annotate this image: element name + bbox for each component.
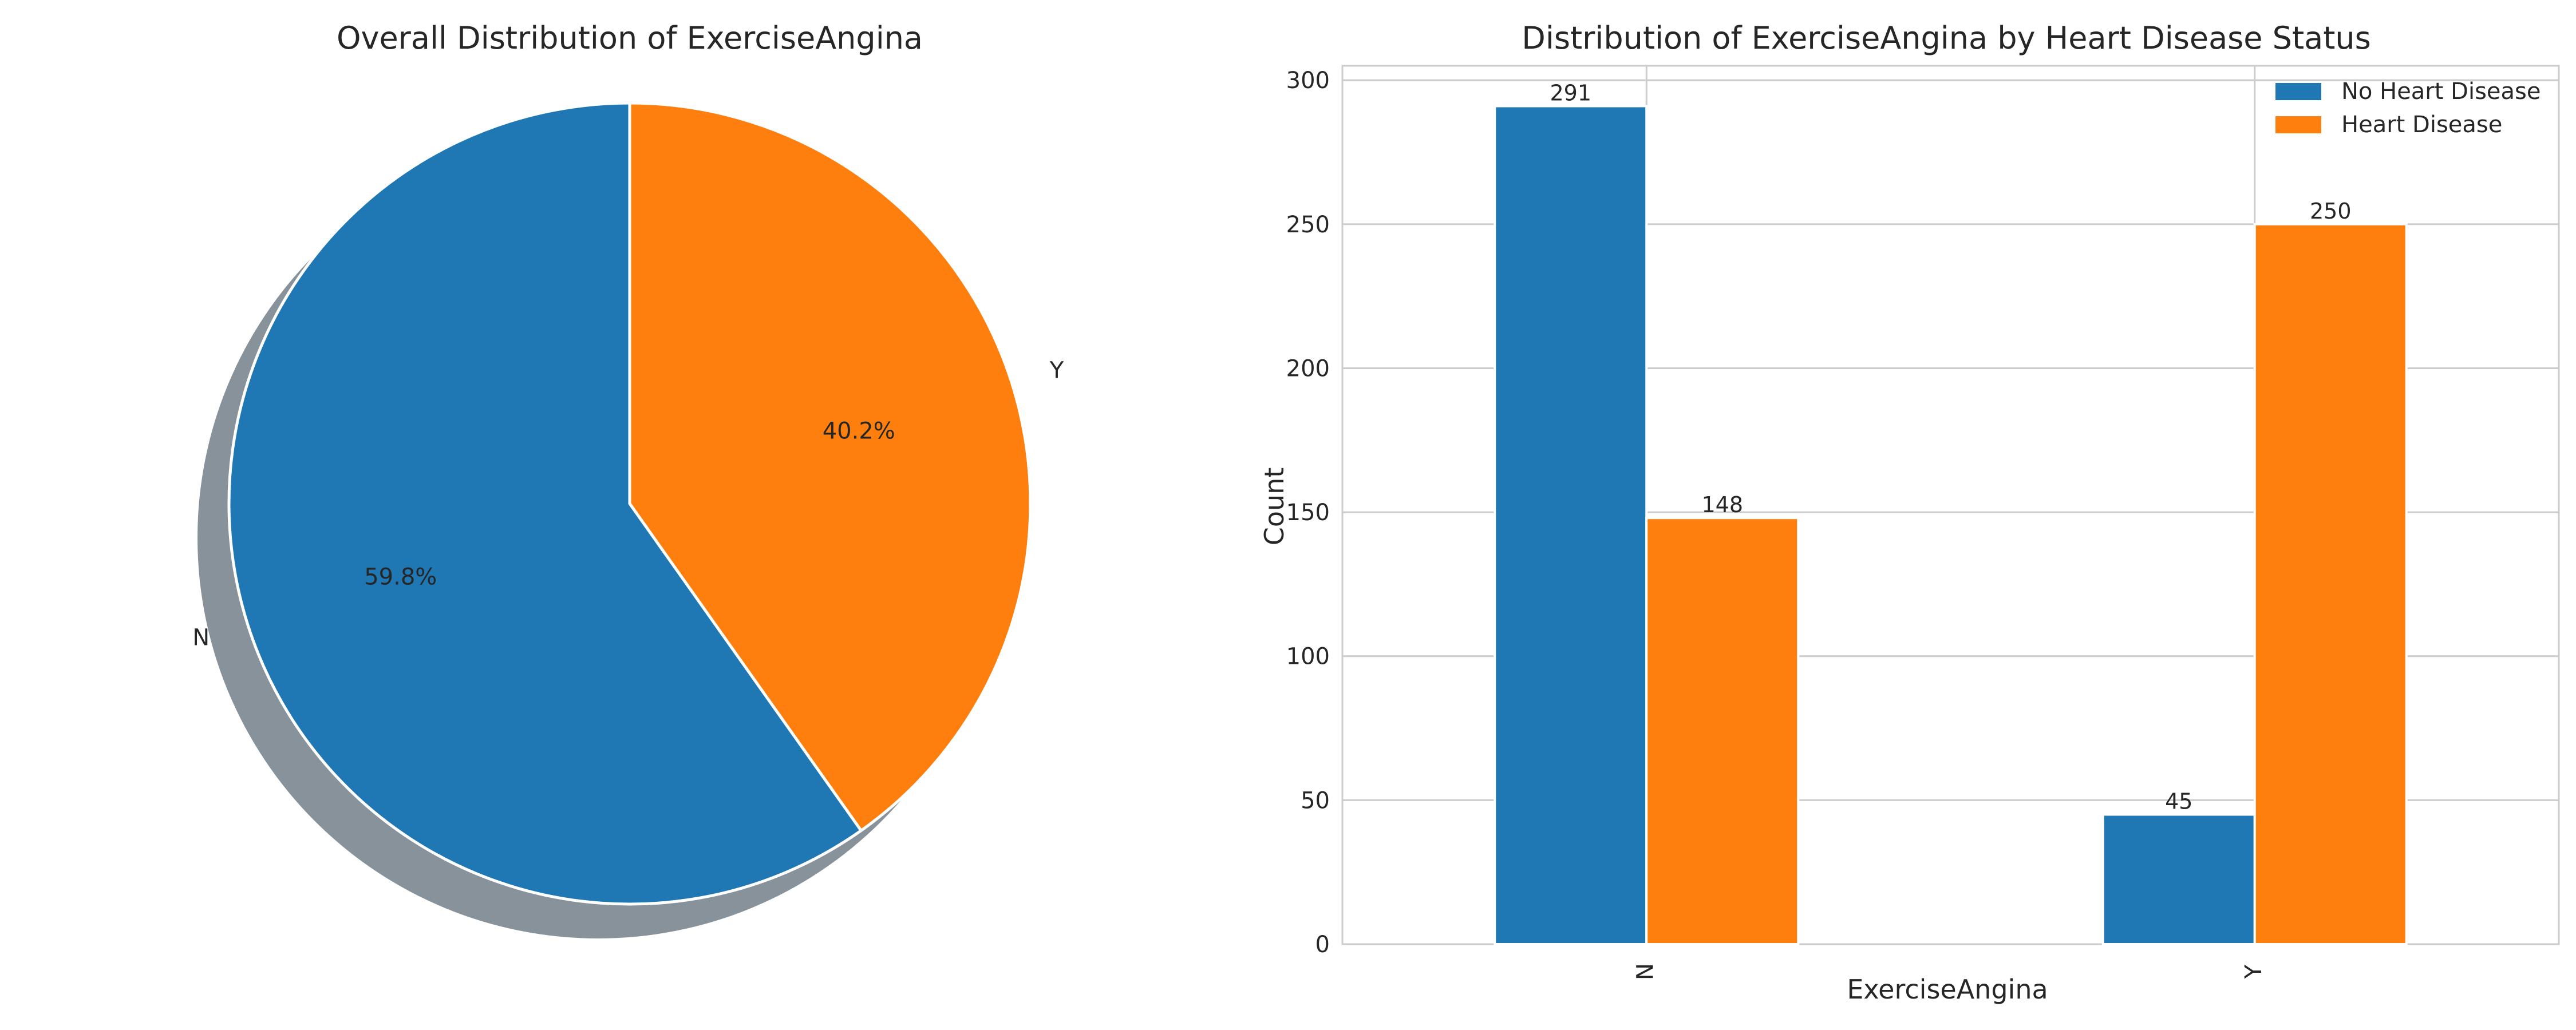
bar-data-label: 291 <box>1550 80 1591 105</box>
x-tick-label: Y <box>2241 964 2267 979</box>
y-tick-label: 50 <box>1301 787 1330 814</box>
pie-chart: Overall Distribution of ExerciseAngina 5… <box>192 20 1064 938</box>
y-axis-label: Count <box>1259 468 1290 546</box>
x-axis-label: ExerciseAngina <box>1847 974 2048 1005</box>
bar-y-series-0 <box>2101 813 2256 945</box>
legend-label: No Heart Disease <box>2341 78 2541 105</box>
pie-slice-y <box>628 101 1032 832</box>
pie-percent-label: 59.8% <box>364 564 437 590</box>
pie-title: Overall Distribution of ExerciseAngina <box>337 20 923 56</box>
bar-data-label: 250 <box>2310 199 2352 224</box>
bar-data-label: 45 <box>2165 789 2192 814</box>
y-tick-label: 150 <box>1286 500 1330 526</box>
bar-bars <box>1494 105 2408 946</box>
pie-slices <box>227 101 1032 906</box>
x-tick-label: N <box>1632 963 1658 980</box>
y-tick-label: 0 <box>1315 932 1330 958</box>
bar-title: Distribution of ExerciseAngina by Heart … <box>1522 20 2371 56</box>
y-tick-label: 100 <box>1286 644 1330 670</box>
bar-data-label: 148 <box>1701 492 1743 517</box>
pie-slice-n <box>227 101 863 906</box>
y-tick-label: 200 <box>1286 355 1330 382</box>
y-tick-label: 250 <box>1286 212 1330 238</box>
bar-data-labels: 291 148 45 250 <box>1550 80 2351 814</box>
legend-label: Heart Disease <box>2341 112 2502 138</box>
y-axis-ticks: 0 50 100 150 200 250 300 <box>1286 68 1330 958</box>
legend-swatch <box>2275 116 2321 133</box>
y-tick-label: 300 <box>1286 68 1330 94</box>
pie-category-label: N <box>192 624 210 651</box>
legend: No Heart Disease Heart Disease <box>2275 78 2541 138</box>
pie-labels: 59.8% N 40.2% Y <box>192 358 1064 651</box>
legend-swatch <box>2275 83 2321 100</box>
bar-y-series-1 <box>2253 223 2408 946</box>
bar-n-series-1 <box>1645 517 1800 945</box>
pie-category-label: Y <box>1049 358 1064 384</box>
pie-percent-label: 40.2% <box>823 418 895 445</box>
bar-n-series-0 <box>1494 105 1648 946</box>
bar-chart: Distribution of ExerciseAngina by Heart … <box>1259 20 2560 1005</box>
